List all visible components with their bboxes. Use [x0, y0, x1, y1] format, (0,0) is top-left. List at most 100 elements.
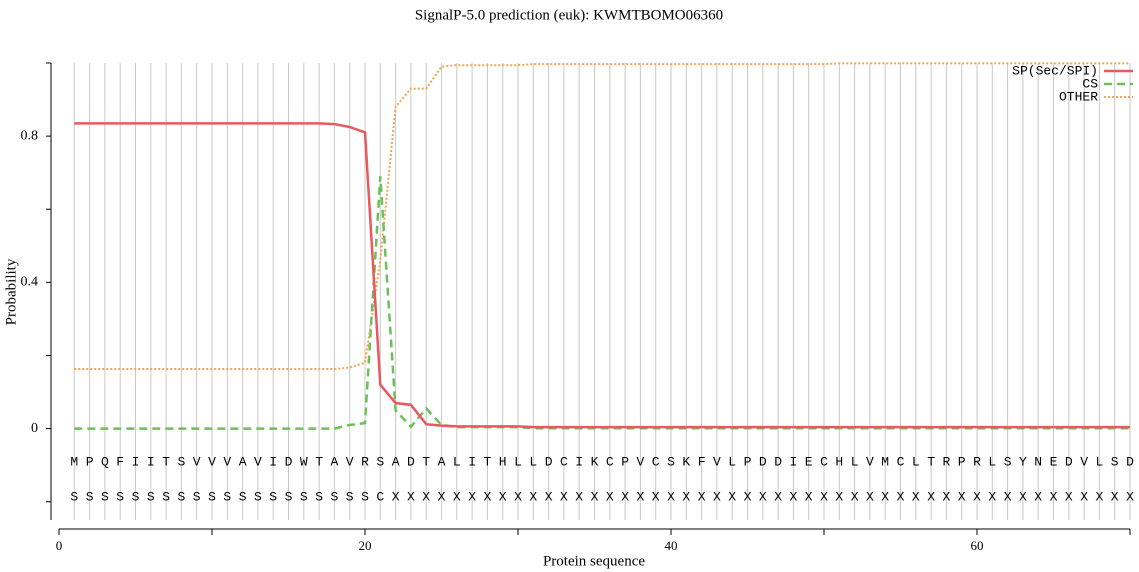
annotation-letter: X	[759, 489, 767, 504]
sequence-letter: S	[1004, 454, 1012, 469]
annotation-letter: S	[285, 489, 293, 504]
sequence-letter: N	[1034, 454, 1042, 469]
chart-title: SignalP-5.0 prediction (euk): KWMTBOMO06…	[415, 7, 723, 23]
sequence-letter: V	[346, 454, 354, 469]
sequence-letter: F	[116, 454, 124, 469]
sequence-letter: S	[667, 454, 675, 469]
sequence-letter: T	[162, 454, 170, 469]
sequence-letter: D	[285, 454, 293, 469]
annotation-letter: S	[269, 489, 277, 504]
sequence-letter: L	[728, 454, 736, 469]
sequence-letter: S	[177, 454, 185, 469]
annotation-letter: X	[514, 489, 522, 504]
annotation-letter: X	[1004, 489, 1012, 504]
sequence-letter: A	[392, 454, 400, 469]
y-axis-label: Probability	[3, 258, 19, 325]
annotation-letter: X	[698, 489, 706, 504]
annotation-letter: S	[193, 489, 201, 504]
sequence-letter: A	[239, 454, 247, 469]
sequence-letter: L	[912, 454, 920, 469]
sequence-letter: I	[132, 454, 140, 469]
annotation-letter: X	[453, 489, 461, 504]
annotation-letter: X	[636, 489, 644, 504]
sequence-letter: T	[315, 454, 323, 469]
annotation-letter: S	[254, 489, 262, 504]
sequence-letter: D	[1065, 454, 1073, 469]
annotation-letter: X	[835, 489, 843, 504]
sequence-letter: V	[866, 454, 874, 469]
annotation-letter: S	[223, 489, 231, 504]
annotation-letter: S	[361, 489, 369, 504]
x-tick-label: 40	[665, 538, 678, 553]
annotation-letter: X	[652, 489, 660, 504]
sequence-letter: H	[499, 454, 507, 469]
annotation-letter: S	[116, 489, 124, 504]
annotation-letter: X	[1080, 489, 1088, 504]
annotation-letter: X	[851, 489, 859, 504]
sequence-letter: C	[652, 454, 660, 469]
sequence-letter: L	[453, 454, 461, 469]
sequence-letter: R	[361, 454, 369, 469]
annotation-letter: X	[1050, 489, 1058, 504]
y-tick-label: 0	[31, 421, 38, 436]
annotation-letter: X	[789, 489, 797, 504]
annotation-letter: S	[300, 489, 308, 504]
annotation-letter: X	[529, 489, 537, 504]
series-line	[74, 62, 1130, 371]
sequence-letter: V	[208, 454, 216, 469]
sequence-letter: I	[147, 454, 155, 469]
annotation-letter: S	[208, 489, 216, 504]
sequence-letter: V	[193, 454, 201, 469]
sequence-letter: I	[789, 454, 797, 469]
annotation-letter: S	[86, 489, 94, 504]
annotation-letter: S	[101, 489, 109, 504]
sequence-letter: V	[254, 454, 262, 469]
annotation-letter: S	[330, 489, 338, 504]
annotation-letter: X	[422, 489, 430, 504]
annotation-letter: X	[575, 489, 583, 504]
annotation-letter: X	[560, 489, 568, 504]
x-axis-label: Protein sequence	[543, 553, 645, 569]
annotation-letter: X	[942, 489, 950, 504]
sequence-letter: A	[438, 454, 446, 469]
annotation-letter: X	[805, 489, 813, 504]
annotation-letter: X	[1111, 489, 1119, 504]
sequence-letter: T	[483, 454, 491, 469]
sequence-letter: S	[376, 454, 384, 469]
annotation-letter: X	[438, 489, 446, 504]
sequence-letter: I	[269, 454, 277, 469]
annotation-letter: X	[606, 489, 614, 504]
sequence-letter: Q	[101, 454, 109, 469]
sequence-letter: P	[744, 454, 752, 469]
sequence-letter: P	[86, 454, 94, 469]
annotation-letter: S	[70, 489, 78, 504]
legend-label: SP(Sec/SPI)	[1012, 63, 1098, 78]
annotation-letter: X	[392, 489, 400, 504]
sequence-letter: S	[1111, 454, 1119, 469]
sequence-letter: E	[1050, 454, 1058, 469]
annotation-letter: S	[177, 489, 185, 504]
sequence-letter: C	[560, 454, 568, 469]
annotation-letter: X	[774, 489, 782, 504]
annotation-letter: X	[1065, 489, 1073, 504]
annotation-letter: X	[958, 489, 966, 504]
sequence-letter: T	[422, 454, 430, 469]
sequence-letter: F	[698, 454, 706, 469]
annotation-letter: X	[881, 489, 889, 504]
sequence-letter: L	[529, 454, 537, 469]
sequence-letter: E	[805, 454, 813, 469]
annotation-letter: X	[820, 489, 828, 504]
annotation-letter: X	[468, 489, 476, 504]
sequence-letter: I	[468, 454, 476, 469]
annotation-letter: X	[744, 489, 752, 504]
annotation-letter: X	[973, 489, 981, 504]
annotation-letter: X	[728, 489, 736, 504]
legend-label: CS	[1082, 76, 1098, 91]
annotation-letter: X	[621, 489, 629, 504]
sequence-letter: V	[223, 454, 231, 469]
series-line	[74, 176, 1130, 430]
sequence-letter: I	[575, 454, 583, 469]
sequence-letter: C	[606, 454, 614, 469]
sequence-letter: V	[636, 454, 644, 469]
sequence-letter: L	[988, 454, 996, 469]
